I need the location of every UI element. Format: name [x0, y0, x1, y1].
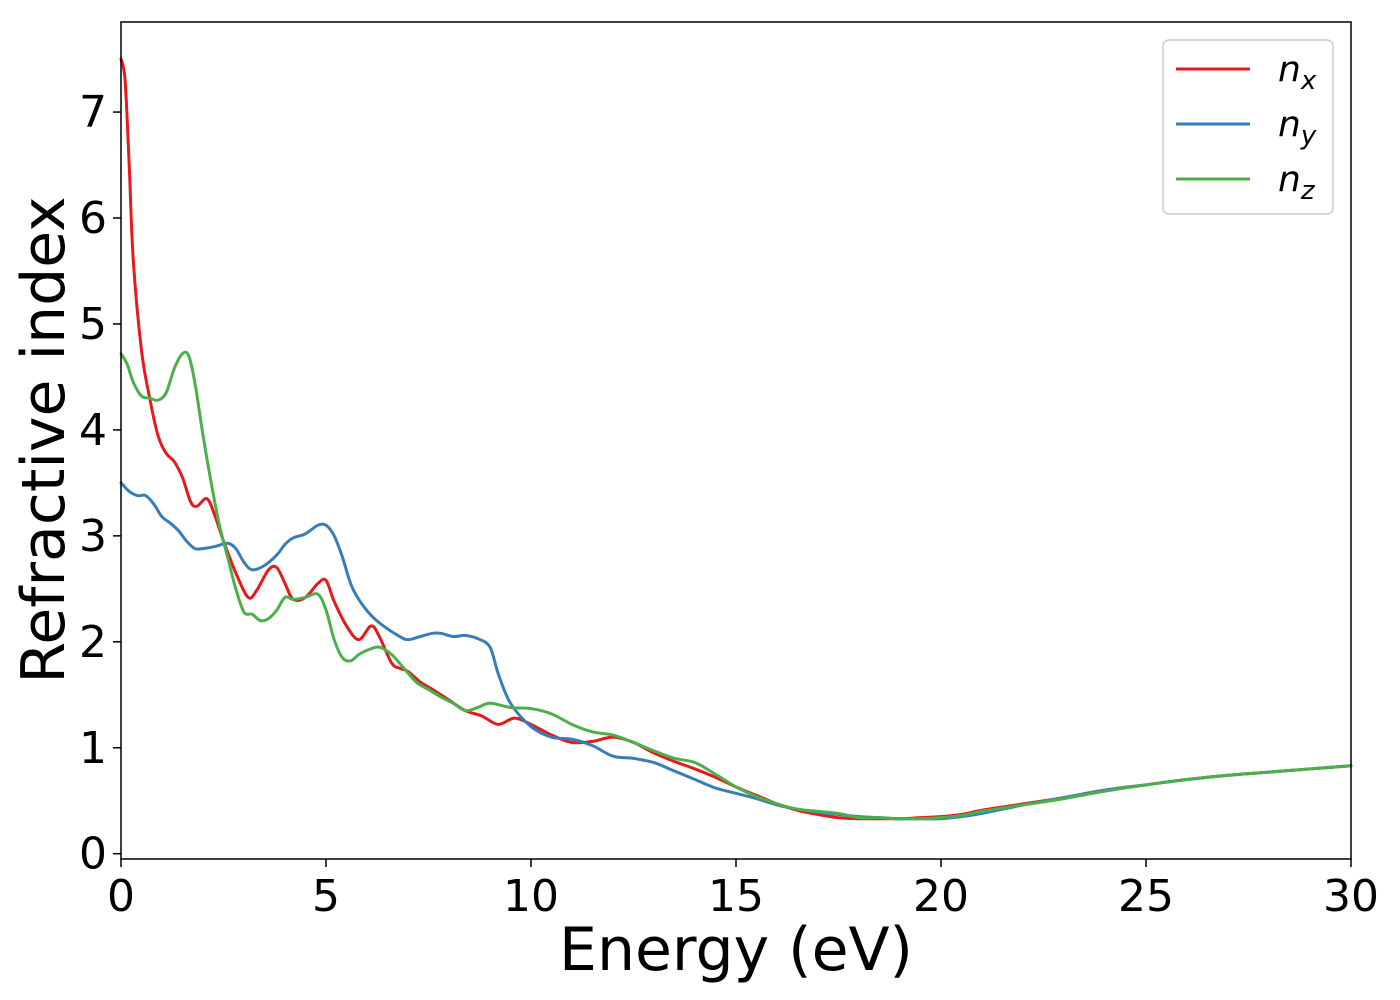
legend: nx ny nz	[1162, 39, 1334, 215]
y-axis: 0 1 2 3 4 5 6 7	[79, 87, 121, 880]
y-tick-label: 3	[79, 511, 107, 562]
x-tick-label: 0	[107, 871, 135, 922]
x-tick-label: 20	[913, 871, 969, 922]
y-tick-label: 1	[79, 723, 107, 774]
x-axis-label: Energy (eV)	[559, 915, 913, 985]
series-layer	[119, 57, 1353, 821]
x-tick-label: 30	[1323, 871, 1379, 922]
legend-frame	[1162, 39, 1334, 215]
y-tick-label: 6	[79, 193, 107, 244]
x-tick-label: 5	[312, 871, 340, 922]
y-tick-label: 7	[79, 87, 107, 138]
legend-label-nx: nx	[1278, 49, 1317, 96]
x-tick-label: 25	[1118, 871, 1174, 922]
y-tick-label: 0	[79, 829, 107, 880]
y-tick-label: 4	[79, 405, 107, 456]
x-tick-label: 15	[708, 871, 764, 922]
y-tick-label: 5	[79, 299, 107, 350]
series-line-nz	[119, 350, 1353, 821]
x-tick-label: 10	[503, 871, 559, 922]
legend-label-ny: ny	[1278, 104, 1317, 151]
x-axis: 0 5 10 15 20 25 30	[107, 859, 1379, 922]
y-axis-label: Refractive index	[9, 196, 79, 683]
y-tick-label: 2	[79, 617, 107, 668]
legend-label-nz: nz	[1278, 159, 1316, 206]
